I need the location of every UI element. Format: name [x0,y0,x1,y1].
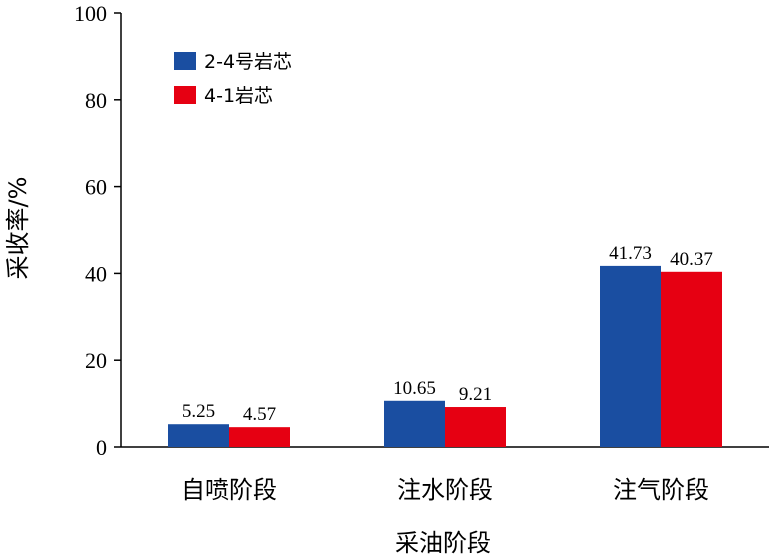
axes: 0 20 40 60 80 100 自喷阶段 注水阶段 注气阶段 [74,1,769,504]
bar-series1 [384,400,445,447]
legend-label: 4-1岩芯 [204,85,273,107]
y-tick-label: 0 [96,435,107,460]
data-label: 10.65 [393,378,436,399]
x-category-label: 自喷阶段 [181,476,277,504]
x-category-label: 注气阶段 [613,476,709,504]
legend-swatch [174,52,196,70]
y-tick-label: 80 [85,88,107,113]
y-axis-title: 采收率/% [4,177,32,280]
y-tick-label: 100 [74,1,107,26]
bar-series1 [600,265,661,447]
bar-series2 [445,407,506,447]
data-label: 4.57 [243,404,276,425]
legend-label: 2-4号岩芯 [204,51,292,73]
bar-series1 [168,424,229,447]
data-label: 5.25 [182,401,215,422]
legend-swatch [174,86,196,104]
legend: 2-4号岩芯 4-1岩芯 [174,51,292,107]
y-tick-label: 40 [85,261,107,286]
y-tick-label: 20 [85,348,107,373]
x-category-label: 注水阶段 [397,476,493,504]
data-label: 41.73 [609,243,652,264]
bar-series2 [229,427,290,447]
bar-series2 [661,271,722,447]
data-label: 40.37 [670,249,713,270]
x-axis-title: 采油阶段 [395,529,491,557]
data-label: 9.21 [459,384,492,405]
y-tick-label: 60 [85,175,107,200]
bars: 5.25 4.57 10.65 9.21 41.73 40.37 [168,243,722,447]
